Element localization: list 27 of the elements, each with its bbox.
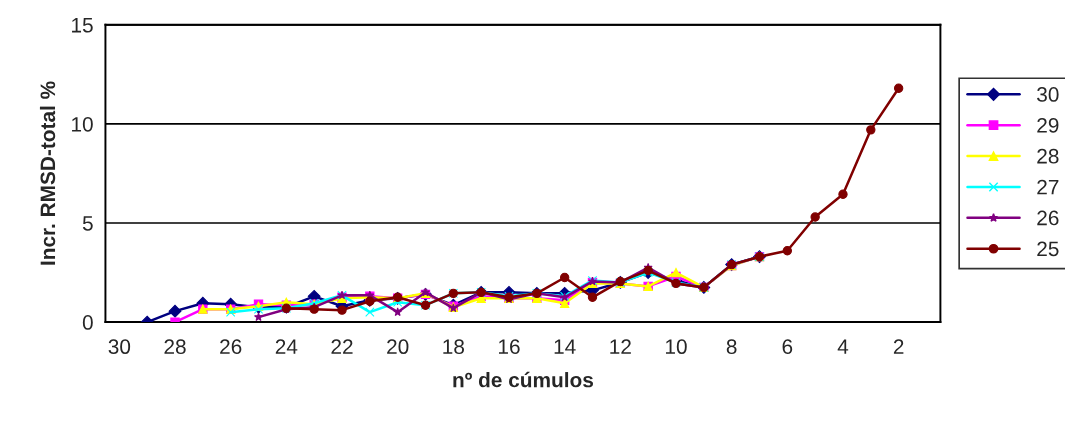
x-tick-label: 30	[108, 339, 131, 355]
legend-label: 28	[1037, 148, 1059, 164]
y-tick-label: 0	[82, 315, 93, 330]
x-tick-label: 24	[275, 339, 298, 354]
x-tick-label: 20	[387, 339, 409, 355]
legend-label: 30	[1037, 87, 1059, 102]
y-tick-label: 15	[72, 18, 93, 33]
x-tick-label: 4	[837, 339, 849, 354]
legend-label: 26	[1037, 210, 1059, 226]
x-tick-label: 26	[220, 339, 242, 355]
x-axis-title: nº de cúmulos	[453, 371, 594, 388]
x-tick-label: 8	[726, 339, 737, 355]
x-tick-label: 2	[893, 339, 904, 354]
y-tick-label: 5	[82, 216, 93, 231]
x-tick-label: 12	[610, 339, 631, 354]
y-tick-label: 10	[72, 116, 93, 132]
y-axis-title: Incr. RMSD-total %	[39, 81, 56, 265]
legend-label: 27	[1037, 179, 1059, 195]
legend-label: 25	[1037, 241, 1059, 257]
x-tick-label: 6	[782, 339, 793, 355]
x-tick-label: 28	[164, 339, 186, 355]
x-tick-label: 22	[331, 339, 353, 354]
x-tick-label: 16	[499, 339, 520, 355]
x-tick-label: 14	[554, 339, 576, 354]
legend-label: 29	[1037, 117, 1059, 133]
x-tick-label: 10	[665, 339, 687, 355]
x-tick-label: 18	[443, 339, 465, 355]
